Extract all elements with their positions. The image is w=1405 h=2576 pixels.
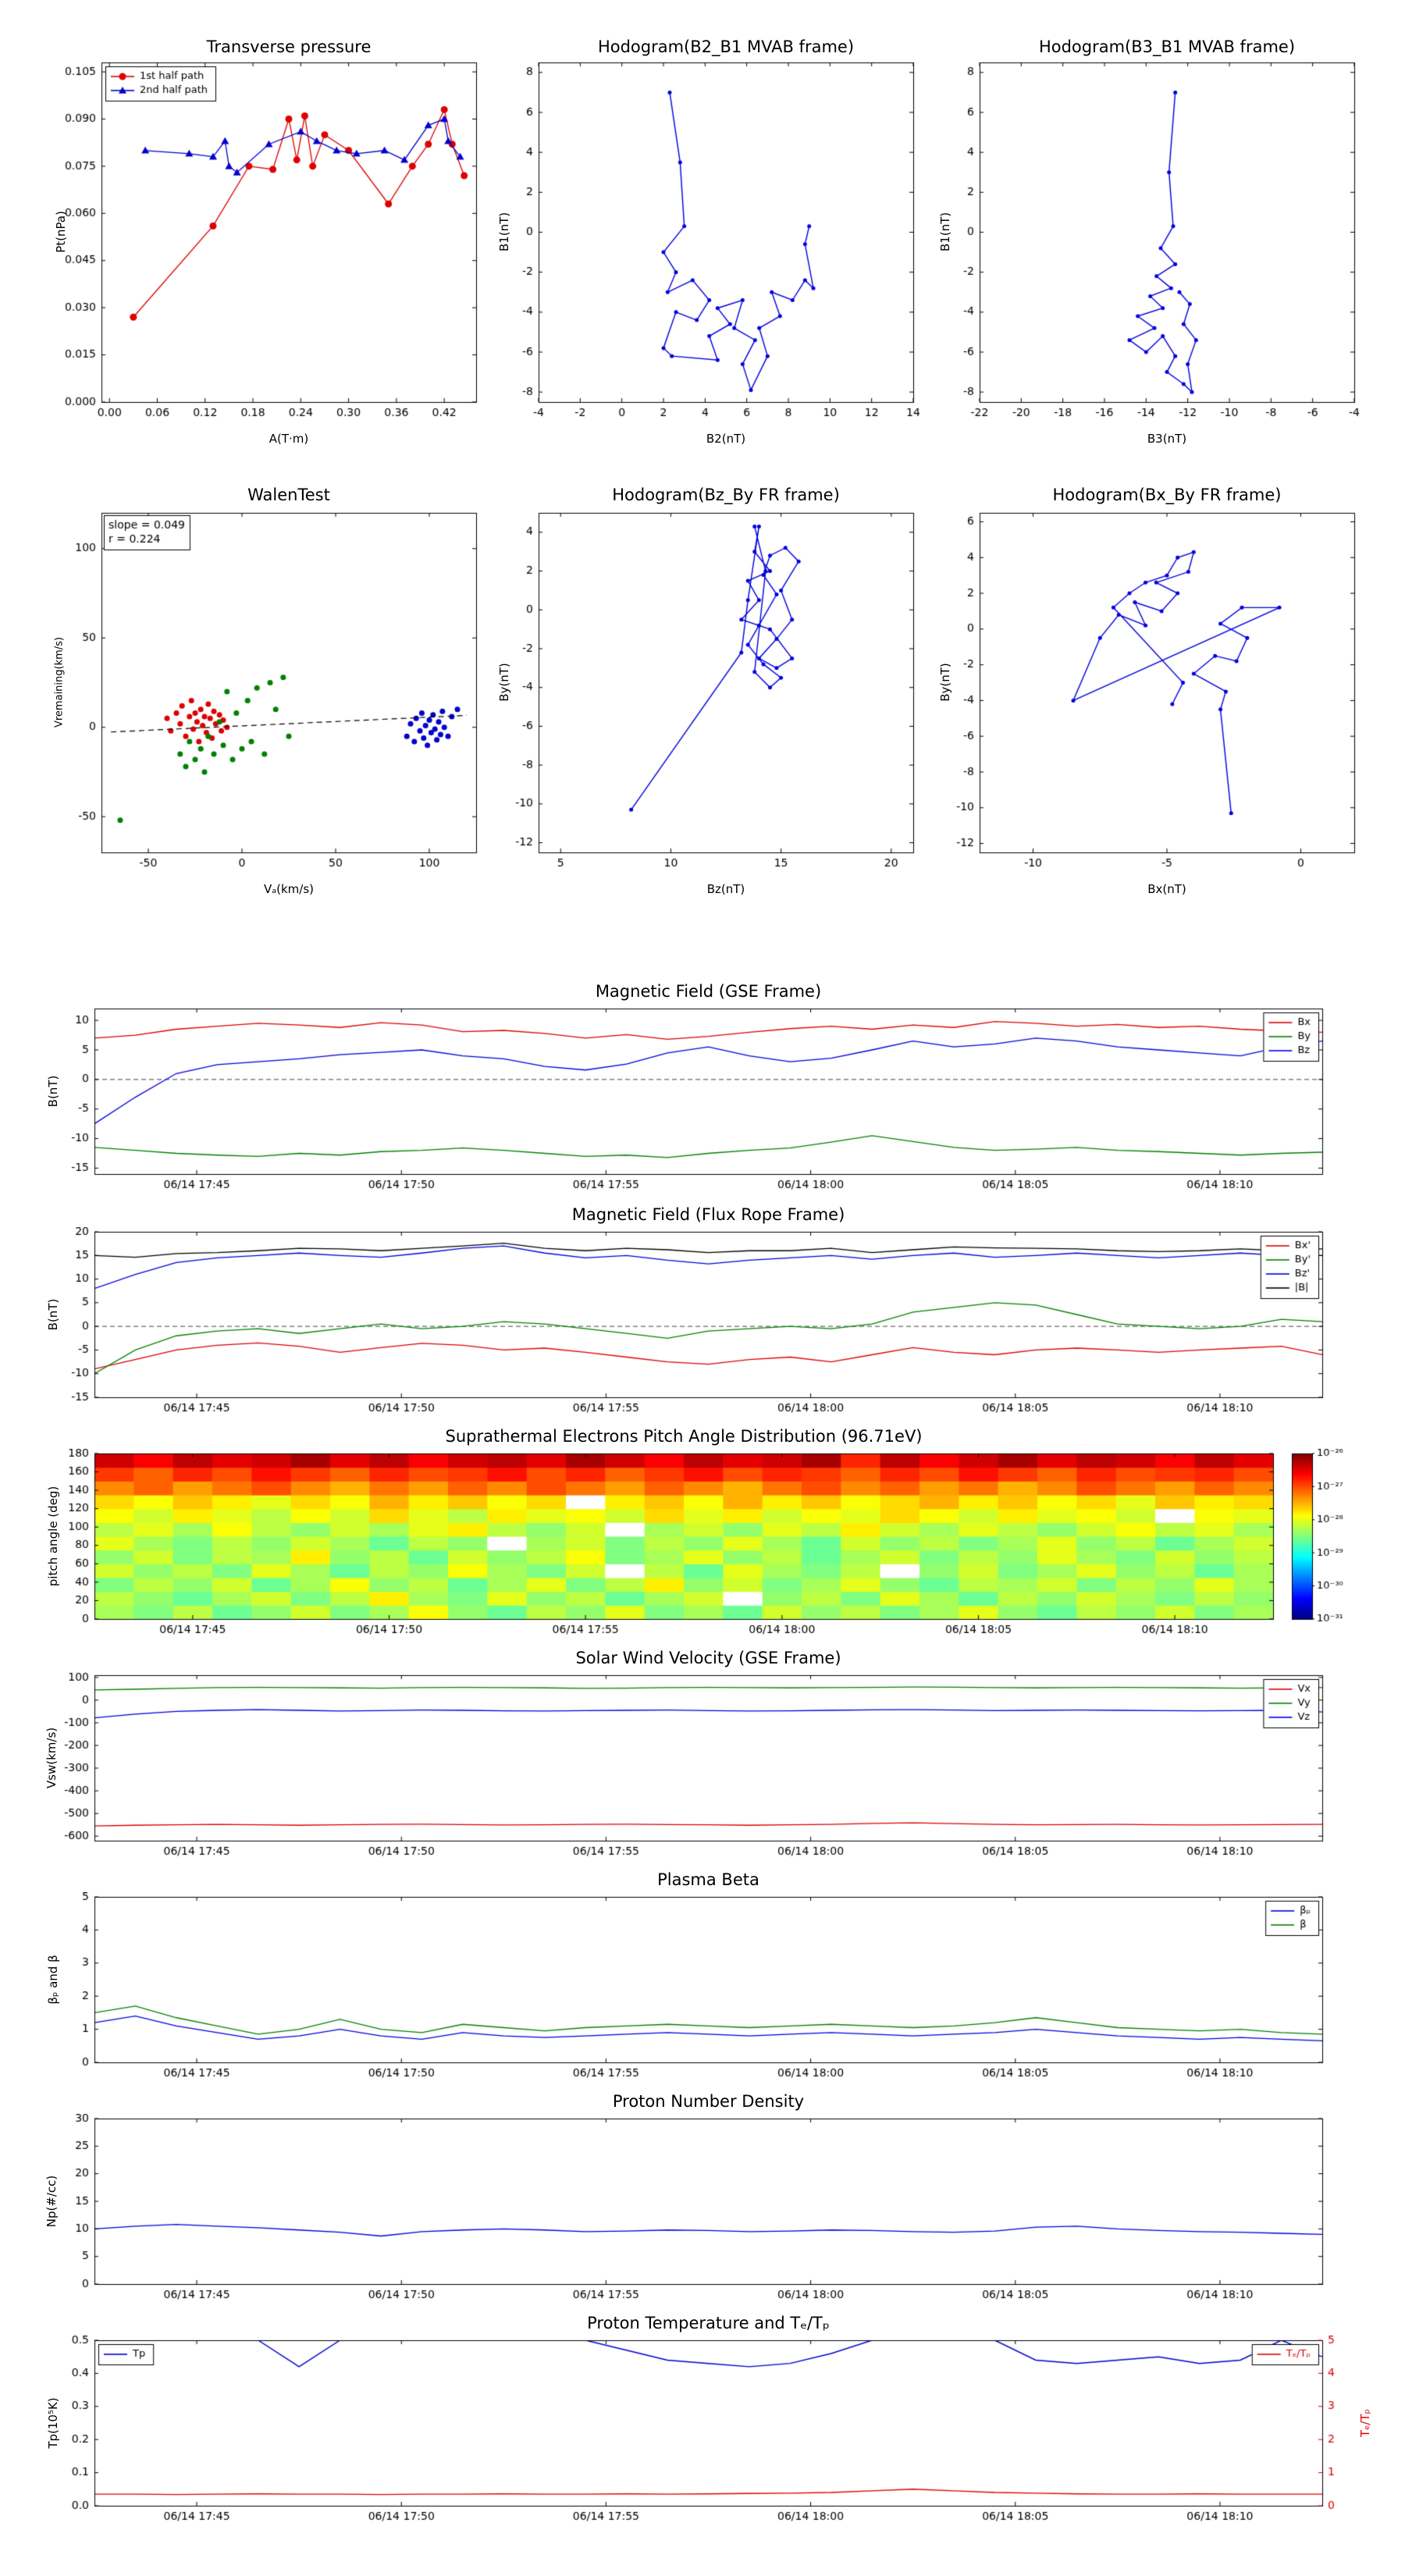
- hodo-bxby-xlabel: Bx(nT): [1147, 882, 1186, 896]
- pt-ylabel: Pt(nPa): [54, 211, 68, 253]
- mf-gse-title: Magnetic Field (GSE Frame): [595, 982, 822, 1001]
- tp-right-ylabel: Tₑ/Tₚ: [1358, 2408, 1372, 2438]
- pad-ylabel: pitch angle (deg): [46, 1485, 60, 1587]
- beta-title: Plasma Beta: [657, 1870, 759, 1889]
- hodogram-bx-by-chart: [925, 493, 1370, 899]
- hodogram-bz-by-chart: [484, 493, 929, 899]
- magnetic-field-gse-chart: [40, 1004, 1332, 1207]
- hodo-b2b1-xlabel: B2(nT): [706, 432, 746, 446]
- proton-temperature-chart: [40, 2336, 1382, 2539]
- hodo-bzby-ylabel: By(nT): [497, 663, 511, 702]
- transverse-pressure-chart: [47, 43, 492, 449]
- vsw-ylabel: Vsw(km/s): [44, 1727, 59, 1789]
- pitch-angle-distribution-heatmap: [40, 1449, 1398, 1652]
- np-title: Proton Number Density: [612, 2092, 805, 2111]
- walen-ylabel: Vremaining(km/s): [53, 636, 66, 728]
- mf-fr-title: Magnetic Field (Flux Rope Frame): [571, 1205, 845, 1224]
- hodo-b3b1-xlabel: B3(nT): [1147, 432, 1187, 446]
- pad-title: Suprathermal Electrons Pitch Angle Distr…: [445, 1427, 923, 1446]
- walen-xlabel: Vₐ(km/s): [263, 882, 315, 896]
- walen-test-chart: [47, 493, 492, 899]
- mf-gse-ylabel: B(nT): [46, 1075, 60, 1108]
- hodo-bxby-ylabel: By(nT): [938, 663, 952, 702]
- hodo-b3b1-ylabel: B1(nT): [938, 212, 952, 252]
- hodo-bxby-title: Hodogram(Bx_By FR frame): [1052, 486, 1282, 504]
- hodo-b2b1-title: Hodogram(B2_B1 MVAB frame): [597, 37, 855, 56]
- pt-xlabel: A(T·m): [269, 432, 309, 446]
- hodo-bzby-title: Hodogram(Bz_By FR frame): [612, 486, 840, 504]
- np-ylabel: Np(#/cc): [44, 2175, 59, 2228]
- pt-title: Transverse pressure: [206, 37, 372, 56]
- beta-ylabel: βₚ and β: [46, 1955, 60, 2005]
- hodo-b2b1-ylabel: B1(nT): [497, 212, 511, 252]
- hodo-bzby-xlabel: Bz(nT): [706, 882, 745, 896]
- mf-fr-ylabel: B(nT): [46, 1298, 60, 1331]
- hodo-b3b1-title: Hodogram(B3_B1 MVAB frame): [1038, 37, 1296, 56]
- tp-title: Proton Temperature and Tₑ/Tₚ: [587, 2314, 830, 2332]
- vsw-title: Solar Wind Velocity (GSE Frame): [575, 1649, 841, 1667]
- magnetic-field-fr-chart: [40, 1227, 1332, 1430]
- solar-wind-velocity-chart: [40, 1670, 1332, 1873]
- hodogram-b3-b1-chart: [925, 43, 1370, 449]
- tp-ylabel: Tp(10⁵K): [46, 2397, 60, 2449]
- walen-title: WalenTest: [247, 486, 330, 504]
- hodogram-b2-b1-chart: [484, 43, 929, 449]
- plasma-beta-chart: [40, 1892, 1332, 2095]
- proton-density-chart: [40, 2114, 1332, 2317]
